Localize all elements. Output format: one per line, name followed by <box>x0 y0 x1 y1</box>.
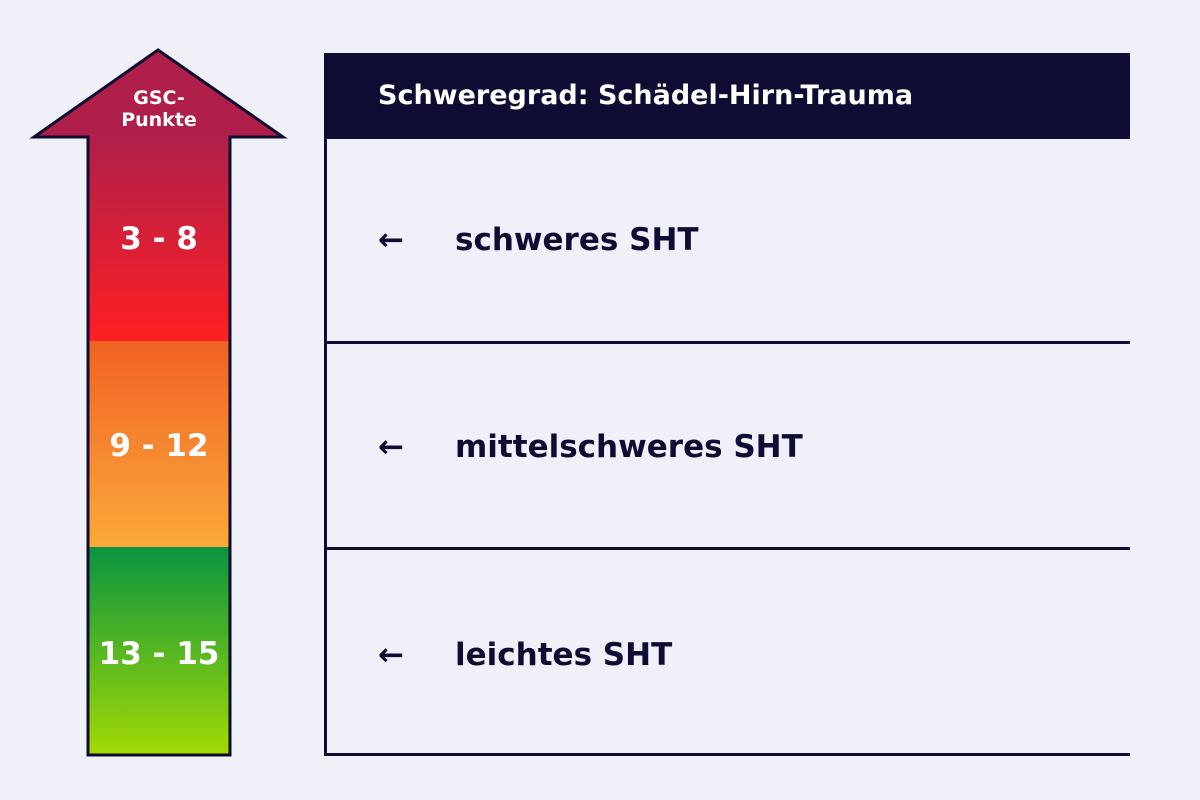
segment-moderate <box>88 341 230 547</box>
range-moderate: 9 - 12 <box>109 428 208 464</box>
left-arrow-icon: ← <box>378 429 404 465</box>
arrow-title-line2: Punkte <box>121 109 197 131</box>
range-severe: 3 - 8 <box>120 221 198 257</box>
row-moderate-label: mittelschweres SHT <box>455 429 803 465</box>
segment-mild <box>88 547 230 755</box>
left-arrow-icon: ← <box>378 222 404 258</box>
table-header <box>324 53 1130 139</box>
range-mild: 13 - 15 <box>99 636 220 672</box>
arrow-outline <box>29 48 288 757</box>
severity-table: Schweregrad: Schädel-Hirn-Trauma ← schwe… <box>324 53 1130 756</box>
arrow-title-line1: GSC- <box>133 87 185 109</box>
row-severe-label: schweres SHT <box>455 222 699 258</box>
left-arrow-icon: ← <box>378 637 404 673</box>
table-header-title: Schweregrad: Schädel-Hirn-Trauma <box>378 80 913 111</box>
gcs-arrow: GSC- Punkte 3 - 8 9 - 12 13 - 15 <box>29 48 288 757</box>
row-mild-label: leichtes SHT <box>455 637 672 673</box>
segment-severe <box>88 137 230 341</box>
